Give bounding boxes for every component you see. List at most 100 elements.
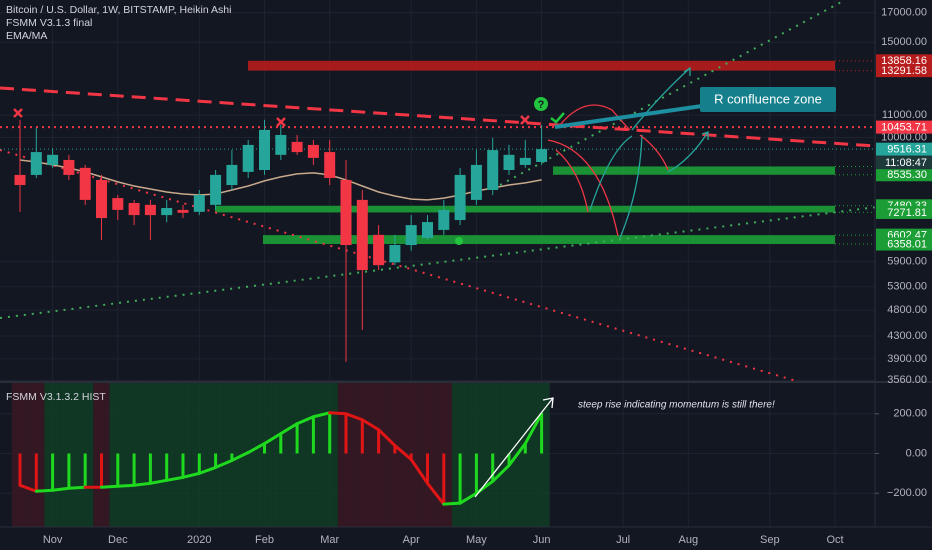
- hist-bar: [34, 453, 38, 492]
- candle-body: [356, 199, 368, 271]
- arrow: [474, 397, 554, 498]
- hist-bar: [523, 443, 527, 454]
- hist-bar: [132, 453, 136, 486]
- momentum-band: [337, 383, 355, 527]
- arrow: [547, 139, 619, 237]
- arrow: [631, 67, 691, 131]
- price-tag-label: 6358.01: [887, 238, 927, 250]
- hist-bar: [311, 416, 315, 454]
- histogram: [18, 411, 544, 506]
- hist-bar: [360, 419, 364, 454]
- arrow: [639, 134, 669, 171]
- zone: [215, 205, 835, 213]
- y-tick-label: 4300.00: [887, 330, 927, 342]
- price-tag: [876, 168, 932, 182]
- hist-line-segment: [295, 415, 315, 426]
- hist-line-segment: [507, 442, 527, 467]
- dot-marker: [455, 237, 463, 245]
- candle-body: [536, 149, 548, 162]
- x-tick-label: Aug: [679, 534, 699, 546]
- hist-line-segment: [132, 481, 152, 487]
- y-tick-label: 11000.00: [882, 109, 927, 121]
- hist-bar: [83, 453, 87, 488]
- indicator-name: EMA/MA: [6, 30, 47, 42]
- x-tick-label: Oct: [826, 534, 843, 546]
- candle-body: [275, 134, 287, 155]
- hist-line-segment: [116, 483, 136, 488]
- price-tag: [876, 64, 932, 78]
- candle-body: [242, 144, 254, 172]
- hist-line-segment: [246, 442, 266, 455]
- candle-body: [373, 234, 385, 266]
- momentum-band: [240, 383, 257, 527]
- y-tick-label: 3900.00: [887, 353, 927, 365]
- arrow: [667, 131, 709, 173]
- y-tick-label: 0.00: [906, 447, 927, 459]
- grid: [0, 0, 875, 527]
- hist-line-segment: [458, 491, 478, 505]
- hist-bar: [442, 453, 446, 505]
- hist-line-segment: [377, 428, 397, 448]
- x-tick-label: Apr: [403, 534, 420, 546]
- x-tick-label: May: [466, 534, 487, 546]
- candle-body: [128, 202, 140, 216]
- zones: [215, 60, 875, 245]
- hist-bar: [393, 445, 397, 454]
- momentum-band: [288, 383, 306, 527]
- hist-line-segment: [148, 478, 169, 485]
- resistance-line: [0, 86, 876, 148]
- hist-line-segment: [491, 463, 511, 483]
- hist-bar: [426, 453, 429, 484]
- candle-body: [14, 174, 26, 186]
- x-marker: [13, 108, 23, 118]
- candle-body: [405, 225, 417, 246]
- momentum-band: [354, 383, 371, 527]
- candle-body: [96, 179, 107, 219]
- countdown-label: 11:08:47: [885, 157, 927, 169]
- hist-line-segment: [442, 501, 462, 506]
- hist-bar: [18, 453, 22, 486]
- hist-bar: [165, 453, 169, 481]
- price-tag: [876, 142, 932, 156]
- price-tag-label: 13291.58: [881, 65, 927, 77]
- candle-body: [161, 207, 173, 216]
- question-mark: ?: [538, 99, 545, 111]
- x-tick-label: Feb: [255, 534, 274, 546]
- arrow-head: [701, 131, 709, 140]
- momentum-bands: [11, 383, 550, 527]
- hist-bar: [230, 453, 234, 461]
- arrow: [555, 149, 589, 213]
- hist-bar: [295, 423, 299, 454]
- projections: [474, 66, 709, 498]
- hist-bar: [409, 453, 413, 460]
- price-tag-label: 9516.31: [887, 144, 927, 156]
- hist-bar: [540, 413, 544, 454]
- arrow-head: [542, 397, 554, 409]
- price-tag-label: 8535.30: [887, 169, 927, 181]
- y-tick-label: 10000.00: [881, 131, 927, 143]
- hist-line-segment: [181, 471, 201, 479]
- candle-body: [177, 209, 189, 213]
- hist-bar: [67, 453, 71, 489]
- price-tag: [876, 237, 932, 251]
- hist-bar: [116, 453, 120, 487]
- arrow: [589, 135, 633, 211]
- y-tick-label: 200.00: [893, 408, 927, 420]
- arrow: [619, 134, 643, 239]
- momentum-band: [370, 383, 387, 527]
- question-icon: [534, 97, 548, 111]
- momentum-band: [305, 383, 322, 527]
- hist-line-segment: [426, 481, 446, 506]
- arrow-head: [683, 66, 691, 76]
- trend-line: [0, 149, 801, 383]
- candle-body: [291, 141, 303, 153]
- candle-body: [470, 164, 482, 200]
- confluence-pointer: [554, 104, 703, 129]
- markers: [13, 108, 530, 127]
- price-tag: [876, 205, 932, 219]
- hist-bar: [197, 453, 201, 474]
- hist-line-segment: [311, 411, 332, 419]
- hist-bar: [263, 443, 266, 454]
- x-marker: [276, 117, 286, 127]
- candle-body: [519, 157, 531, 165]
